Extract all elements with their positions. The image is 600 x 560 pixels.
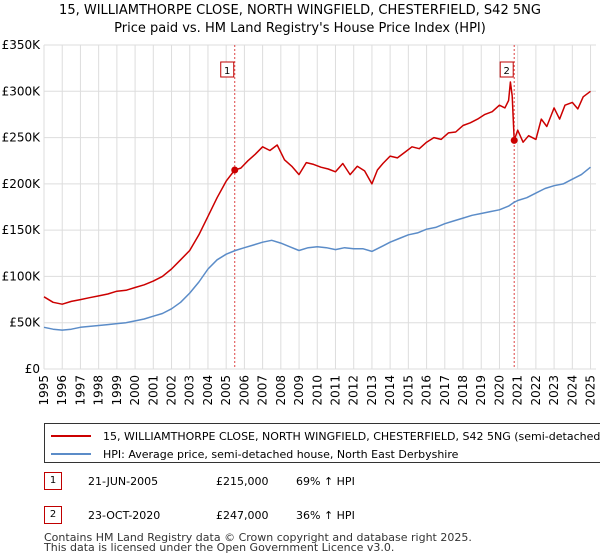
- sale-date: 21-JUN-2005: [88, 475, 159, 488]
- x-tick-label: 2018: [456, 375, 470, 406]
- y-tick-label: £100K: [2, 269, 42, 283]
- sale-row: 1 21-JUN-2005 £215,000 69% ↑ HPI: [44, 472, 444, 492]
- series-line-property: [43, 81, 591, 305]
- x-tick-label: 2008: [274, 375, 288, 406]
- x-tick-label: 2021: [511, 375, 525, 406]
- y-tick-label: £200K: [2, 177, 42, 191]
- price-chart: £0 £50K £100K £150K £200K £250K £300K £350K 1995…: [2, 38, 598, 406]
- x-tick-label: 2024: [565, 375, 579, 406]
- x-tick-label: 2009: [292, 375, 306, 406]
- x-tick-label: 2011: [328, 375, 342, 406]
- x-tick-label: 1995: [37, 375, 51, 406]
- sale-row: 2 23-OCT-2020 £247,000 36% ↑ HPI: [44, 506, 444, 526]
- legend-swatch-property: [51, 435, 91, 437]
- sale-number-badge: 1: [44, 472, 62, 490]
- x-tick-label: 1997: [73, 375, 87, 406]
- footer-licence: This data is licensed under the Open Gov…: [44, 541, 395, 554]
- y-tick-label: £250K: [2, 131, 42, 145]
- x-tick-label: 2013: [365, 375, 379, 406]
- sale-price: £247,000: [216, 509, 269, 522]
- chart-title-address: 15, WILLIAMTHORPE CLOSE, NORTH WINGFIELD…: [59, 3, 541, 18]
- sale-marker-box: [499, 61, 514, 78]
- x-tick-label: 1996: [55, 375, 69, 406]
- x-tick-label: 2022: [529, 375, 543, 406]
- x-tick-label: 2005: [219, 375, 233, 406]
- chart-subtitle: Price paid vs. HM Land Registry's House …: [114, 21, 486, 36]
- y-tick-label: £300K: [2, 84, 42, 98]
- x-tick-label: 2004: [201, 375, 215, 406]
- x-tick-label: 2012: [347, 375, 361, 406]
- legend-item-property: 15, WILLIAMTHORPE CLOSE, NORTH WINGFIELD…: [51, 427, 600, 445]
- y-tick-label: £150K: [2, 223, 42, 237]
- y-tick-label: £0: [25, 362, 40, 376]
- sale-hpi-change: 36% ↑ HPI: [296, 509, 355, 522]
- sale-date: 23-OCT-2020: [88, 509, 161, 522]
- x-tick-label: 2014: [383, 375, 397, 406]
- x-tick-label: 1998: [92, 375, 106, 406]
- sale-price: £215,000: [216, 475, 269, 488]
- sale-number-badge: 2: [44, 506, 62, 524]
- y-tick-label: £50K: [9, 316, 41, 330]
- chart-legend: 15, WILLIAMTHORPE CLOSE, NORTH WINGFIELD…: [44, 423, 600, 463]
- y-tick-label: £350K: [2, 38, 42, 52]
- x-tick-label: 2001: [146, 375, 160, 406]
- sale-marker-label: 2: [504, 66, 510, 77]
- x-tick-label: 2010: [310, 375, 324, 406]
- x-tick-label: 2006: [237, 375, 251, 406]
- x-tick-label: 2019: [474, 375, 488, 406]
- sale-marker-box: [220, 61, 235, 78]
- sale-marker-label: 1: [224, 66, 230, 77]
- x-tick-label: 2015: [401, 375, 415, 406]
- legend-item-hpi: HPI: Average price, semi-detached house,…: [51, 445, 459, 462]
- sale-point: [510, 136, 518, 144]
- x-tick-label: 2007: [256, 375, 270, 406]
- x-tick-label: 1999: [110, 375, 124, 406]
- footer-copyright: Contains HM Land Registry data © Crown c…: [44, 531, 472, 544]
- legend-label-hpi: HPI: Average price, semi-detached house,…: [103, 447, 459, 461]
- legend-swatch-hpi: [51, 453, 91, 455]
- x-tick-label: 2017: [438, 375, 452, 406]
- x-tick-label: 2025: [584, 375, 598, 406]
- x-tick-label: 2002: [165, 375, 179, 406]
- x-tick-label: 2020: [492, 375, 506, 406]
- legend-label-property: 15, WILLIAMTHORPE CLOSE, NORTH WINGFIELD…: [103, 429, 600, 443]
- sale-point: [231, 166, 239, 174]
- x-tick-label: 2023: [547, 375, 561, 406]
- x-tick-label: 2016: [420, 375, 434, 406]
- sale-hpi-change: 69% ↑ HPI: [296, 475, 355, 488]
- x-tick-label: 2000: [128, 375, 142, 406]
- series-line-hpi: [43, 166, 591, 331]
- x-tick-label: 2003: [183, 375, 197, 406]
